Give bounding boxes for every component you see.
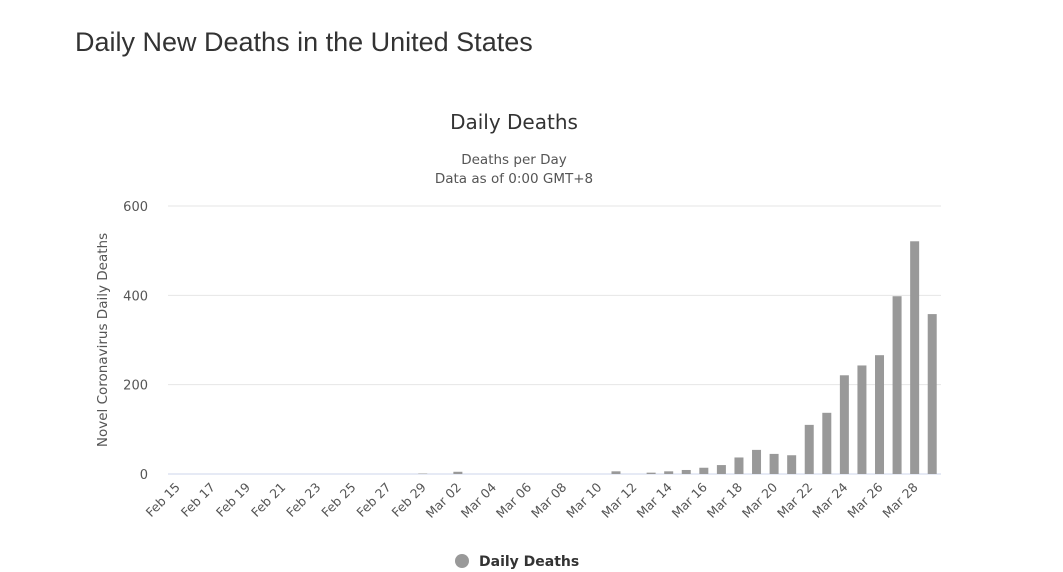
legend-marker <box>455 554 469 568</box>
bar-mar-23[interactable] <box>822 412 832 474</box>
bar-mar-21[interactable] <box>787 455 797 474</box>
x-tick-label: Feb 23 <box>283 480 323 520</box>
bar-mar-11[interactable] <box>611 471 621 474</box>
chart-subtitle-1: Deaths per Day <box>461 152 567 168</box>
x-tick-label: Mar 02 <box>423 480 464 521</box>
x-tick-label: Feb 21 <box>248 480 288 520</box>
bar-mar-15[interactable] <box>681 469 691 474</box>
x-tick-label: Mar 18 <box>704 479 745 520</box>
y-axis-label: Novel Coronavirus Daily Deaths <box>95 233 111 447</box>
legend-label: Daily Deaths <box>479 554 579 570</box>
bar-mar-02[interactable] <box>453 471 463 474</box>
chart-subtitle-2: Data as of 0:00 GMT+8 <box>435 171 593 187</box>
bar-mar-13[interactable] <box>646 472 656 474</box>
x-tick-label: Mar 28 <box>879 479 920 520</box>
x-tick-label: Feb 29 <box>389 479 429 519</box>
bar-mar-14[interactable] <box>664 471 674 474</box>
x-tick-label: Mar 16 <box>669 479 710 520</box>
bar-mar-19[interactable] <box>752 449 762 474</box>
bar-mar-20[interactable] <box>769 453 779 474</box>
x-tick-label: Mar 14 <box>633 479 674 520</box>
x-tick-label: Mar 12 <box>598 480 639 521</box>
x-tick-label: Mar 10 <box>563 479 604 520</box>
bar-mar-27[interactable] <box>892 296 902 474</box>
x-tick-label: Feb 19 <box>213 479 253 519</box>
x-tick-label: Mar 20 <box>739 479 780 520</box>
bar-mar-17[interactable] <box>716 465 726 474</box>
x-tick-label: Feb 27 <box>353 480 393 520</box>
bar-mar-29[interactable] <box>927 314 937 474</box>
x-tick-label: Mar 06 <box>493 479 534 520</box>
y-tick-label: 400 <box>123 289 148 304</box>
x-tick-label: Feb 17 <box>178 480 218 520</box>
bar-mar-25[interactable] <box>857 365 867 474</box>
y-tick-label: 200 <box>123 379 148 394</box>
bar-mar-26[interactable] <box>875 355 885 474</box>
y-tick-label: 0 <box>140 468 148 483</box>
bar-mar-16[interactable] <box>699 467 709 474</box>
x-tick-label: Mar 04 <box>458 479 499 520</box>
x-tick-label: Feb 25 <box>318 480 358 520</box>
bar-mar-18[interactable] <box>734 457 744 474</box>
bar-mar-22[interactable] <box>804 424 814 474</box>
x-tick-label: Mar 24 <box>809 479 850 520</box>
y-tick-label: 600 <box>123 200 148 215</box>
x-tick-label: Feb 15 <box>143 480 183 520</box>
bar-mar-28[interactable] <box>910 241 920 474</box>
x-tick-label: Mar 08 <box>528 479 569 520</box>
chart-title: Daily Deaths <box>450 110 578 134</box>
bar-mar-24[interactable] <box>839 375 849 474</box>
legend-item[interactable]: Daily Deaths <box>455 554 579 570</box>
x-tick-label: Mar 26 <box>844 479 885 520</box>
x-tick-label: Mar 22 <box>774 480 815 521</box>
page-title: Daily New Deaths in the United States <box>75 27 533 57</box>
